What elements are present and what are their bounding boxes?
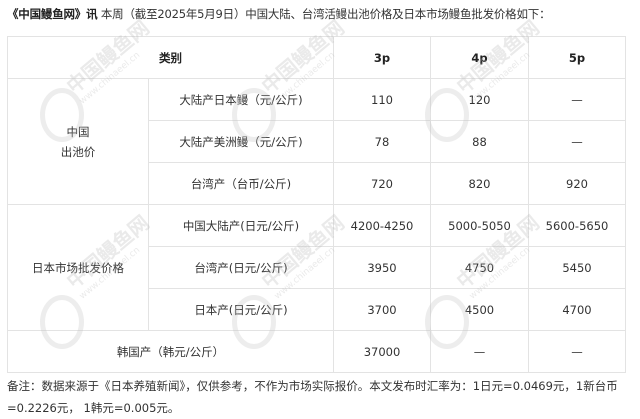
table-row: 韩国产（韩元/公斤） 37000 — — bbox=[7, 330, 626, 373]
footnote: 备注：数据来源于《日本养殖新闻》，仅供参考，不作为市场实际报价。本文发布时汇率为… bbox=[7, 375, 635, 419]
cell-3p: 3700 bbox=[333, 288, 431, 331]
table-row: 台湾产（台币/公斤) 720 820 920 bbox=[8, 162, 626, 205]
table-row: 大陆产美洲鳗（元/公斤) 78 88 — bbox=[8, 120, 626, 163]
row-label: 中国大陆产(日元/公斤) bbox=[148, 204, 334, 247]
cell-5p: 5600-5650 bbox=[528, 204, 626, 247]
row-label: 日本产(日元/公斤) bbox=[148, 288, 334, 331]
group-label-line: 中国 bbox=[66, 124, 90, 139]
row-label-korea: 韩国产（韩元/公斤） bbox=[7, 330, 334, 373]
cell-4p: 4750 bbox=[430, 246, 529, 289]
group-label-line: 出池价 bbox=[60, 144, 96, 159]
cell-4p: 88 bbox=[430, 120, 529, 163]
cell-3p: 37000 bbox=[333, 330, 431, 373]
row-label: 大陆产美洲鳗（元/公斤) bbox=[148, 120, 334, 163]
table-row: 台湾产(日元/公斤) 3950 4750 5450 bbox=[8, 246, 626, 289]
cell-4p: — bbox=[430, 330, 529, 373]
footnote-line: =0.2226元， 1韩元=0.005元。 bbox=[7, 401, 180, 415]
price-table: 类别 3p 4p 5p 中国出池价 大陆产日本鳗（元/公斤) 110 120 —… bbox=[7, 36, 626, 373]
cell-4p: 120 bbox=[430, 78, 529, 121]
cell-5p: — bbox=[528, 120, 626, 163]
header-4p: 4p bbox=[430, 36, 529, 79]
footnote-line: 备注：数据来源于《日本养殖新闻》，仅供参考，不作为市场实际报价。本文发布时汇率为… bbox=[7, 379, 618, 393]
row-label: 大陆产日本鳗（元/公斤) bbox=[148, 78, 334, 121]
row-label: 台湾产(日元/公斤) bbox=[148, 246, 334, 289]
source-label: 《中国鳗鱼网》讯 bbox=[7, 7, 98, 21]
cell-4p: 5000-5050 bbox=[430, 204, 529, 247]
cell-5p: — bbox=[528, 78, 626, 121]
header-5p: 5p bbox=[528, 36, 626, 79]
table-row: 日本市场批发价格 中国大陆产(日元/公斤) 4200-4250 5000-505… bbox=[7, 204, 626, 331]
group-label-japan: 日本市场批发价格 bbox=[7, 204, 149, 331]
cell-3p: 110 bbox=[333, 78, 431, 121]
cell-3p: 4200-4250 bbox=[333, 204, 431, 247]
row-label: 台湾产（台币/公斤) bbox=[148, 162, 334, 205]
intro-body: 本周（截至2025年5月9日）中国大陆、台湾活鳗出池价格及日本市场鳗鱼批发价格如… bbox=[100, 7, 551, 21]
intro-text: 《中国鳗鱼网》讯 本周（截至2025年5月9日）中国大陆、台湾活鳗出池价格及日本… bbox=[7, 6, 551, 22]
cell-4p: 4500 bbox=[430, 288, 529, 331]
header-category: 类别 bbox=[7, 36, 334, 79]
group-label-china: 中国 出池价 bbox=[7, 78, 149, 205]
cell-3p: 720 bbox=[333, 162, 431, 205]
table-header-row: 类别 3p 4p 5p bbox=[7, 36, 626, 79]
cell-3p: 78 bbox=[333, 120, 431, 163]
header-3p: 3p bbox=[333, 36, 431, 79]
cell-5p: 4700 bbox=[528, 288, 626, 331]
cell-3p: 3950 bbox=[333, 246, 431, 289]
cell-5p: 5450 bbox=[528, 246, 626, 289]
table-row: 中国出池价 大陆产日本鳗（元/公斤) 110 120 — bbox=[7, 78, 626, 205]
cell-4p: 820 bbox=[430, 162, 529, 205]
cell-5p: — bbox=[528, 330, 626, 373]
cell-5p: 920 bbox=[528, 162, 626, 205]
